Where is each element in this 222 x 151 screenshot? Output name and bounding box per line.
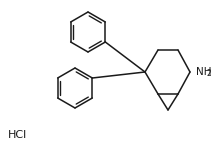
Text: 2: 2 (206, 69, 211, 79)
Text: HCl: HCl (8, 130, 27, 140)
Text: NH: NH (196, 67, 212, 77)
